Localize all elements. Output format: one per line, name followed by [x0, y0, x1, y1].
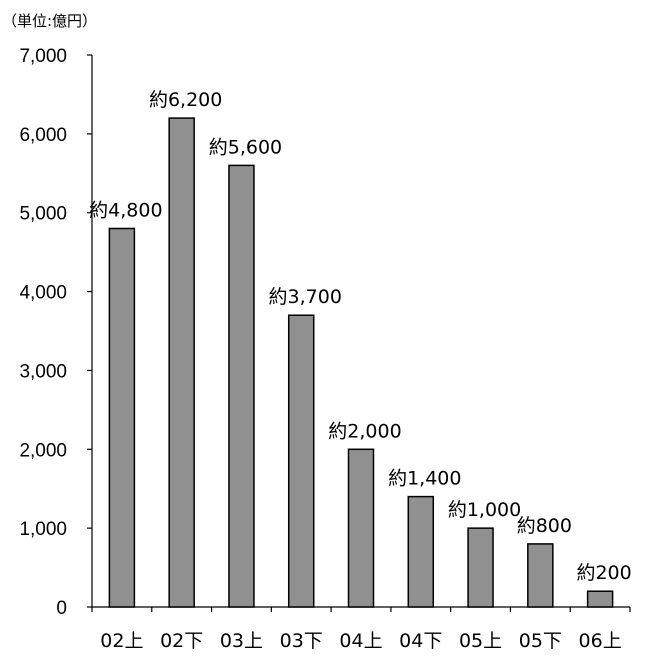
y-tick-label: 6,000: [19, 125, 67, 146]
bars: [108, 117, 614, 608]
bar-02上: [108, 227, 136, 608]
y-tick-label: 2,000: [19, 440, 67, 461]
data-labels: 約4,800 約6,200 約5,600 約3,700 約2,000 約1,400 約1,0…: [89, 89, 632, 584]
data-label: 約4,800: [89, 199, 162, 221]
category-label: 04下: [399, 630, 442, 652]
category-label: 03下: [280, 630, 323, 652]
y-ticks: 0 1,000 2,000 3,000 4,000 5,000 6,000 7,000: [19, 46, 92, 619]
bar-04上: [347, 448, 375, 608]
data-label: 約800: [517, 515, 572, 537]
bar-03上: [228, 164, 255, 608]
y-tick-label: 5,000: [19, 204, 67, 225]
bar-05下: [527, 543, 554, 608]
data-label: 約1,000: [448, 499, 521, 521]
y-tick-label: 3,000: [19, 361, 67, 382]
category-label: 05下: [519, 630, 562, 652]
y-tick-label: 4,000: [19, 283, 67, 304]
category-label: 05上: [459, 630, 502, 652]
bar-04下: [407, 495, 435, 608]
category-label: 03上: [220, 630, 263, 652]
y-tick-label: 0: [56, 598, 67, 619]
category-label: 04上: [339, 630, 382, 652]
category-label: 06上: [579, 630, 622, 652]
category-label: 02上: [100, 630, 143, 652]
category-label: 02下: [160, 630, 203, 652]
data-label: 約2,000: [328, 420, 401, 442]
bar-03下: [287, 314, 315, 608]
unit-label: （単位:億円）: [2, 12, 97, 30]
data-label: 約200: [576, 562, 631, 584]
y-tick-label: 1,000: [19, 519, 67, 540]
category-labels: 02上 02下 03上 03下 04上 04下 05上 05下 06上: [100, 630, 621, 652]
data-label: 約5,600: [209, 136, 282, 158]
data-label: 約1,400: [388, 468, 461, 490]
y-tick-label: 7,000: [19, 46, 67, 67]
bar-02下: [168, 117, 195, 608]
bar-05上: [467, 527, 494, 608]
data-label: 約6,200: [149, 89, 222, 111]
data-label: 約3,700: [269, 286, 342, 308]
bar-06上: [586, 590, 614, 608]
